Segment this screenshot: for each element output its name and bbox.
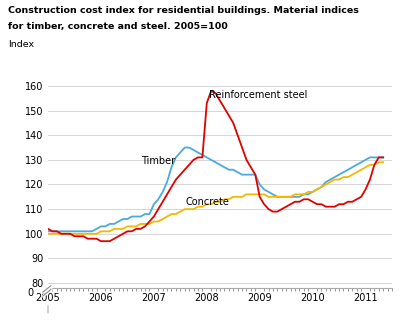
Text: Reinforcement steel: Reinforcement steel xyxy=(210,90,308,100)
Text: Timber: Timber xyxy=(141,156,175,165)
Text: Construction cost index for residential buildings. Material indices: Construction cost index for residential … xyxy=(8,6,359,15)
Text: for timber, concrete and steel. 2005=100: for timber, concrete and steel. 2005=100 xyxy=(8,22,228,31)
Text: 0: 0 xyxy=(28,288,34,298)
Text: Index: Index xyxy=(8,40,34,49)
Text: Concrete: Concrete xyxy=(186,197,230,207)
